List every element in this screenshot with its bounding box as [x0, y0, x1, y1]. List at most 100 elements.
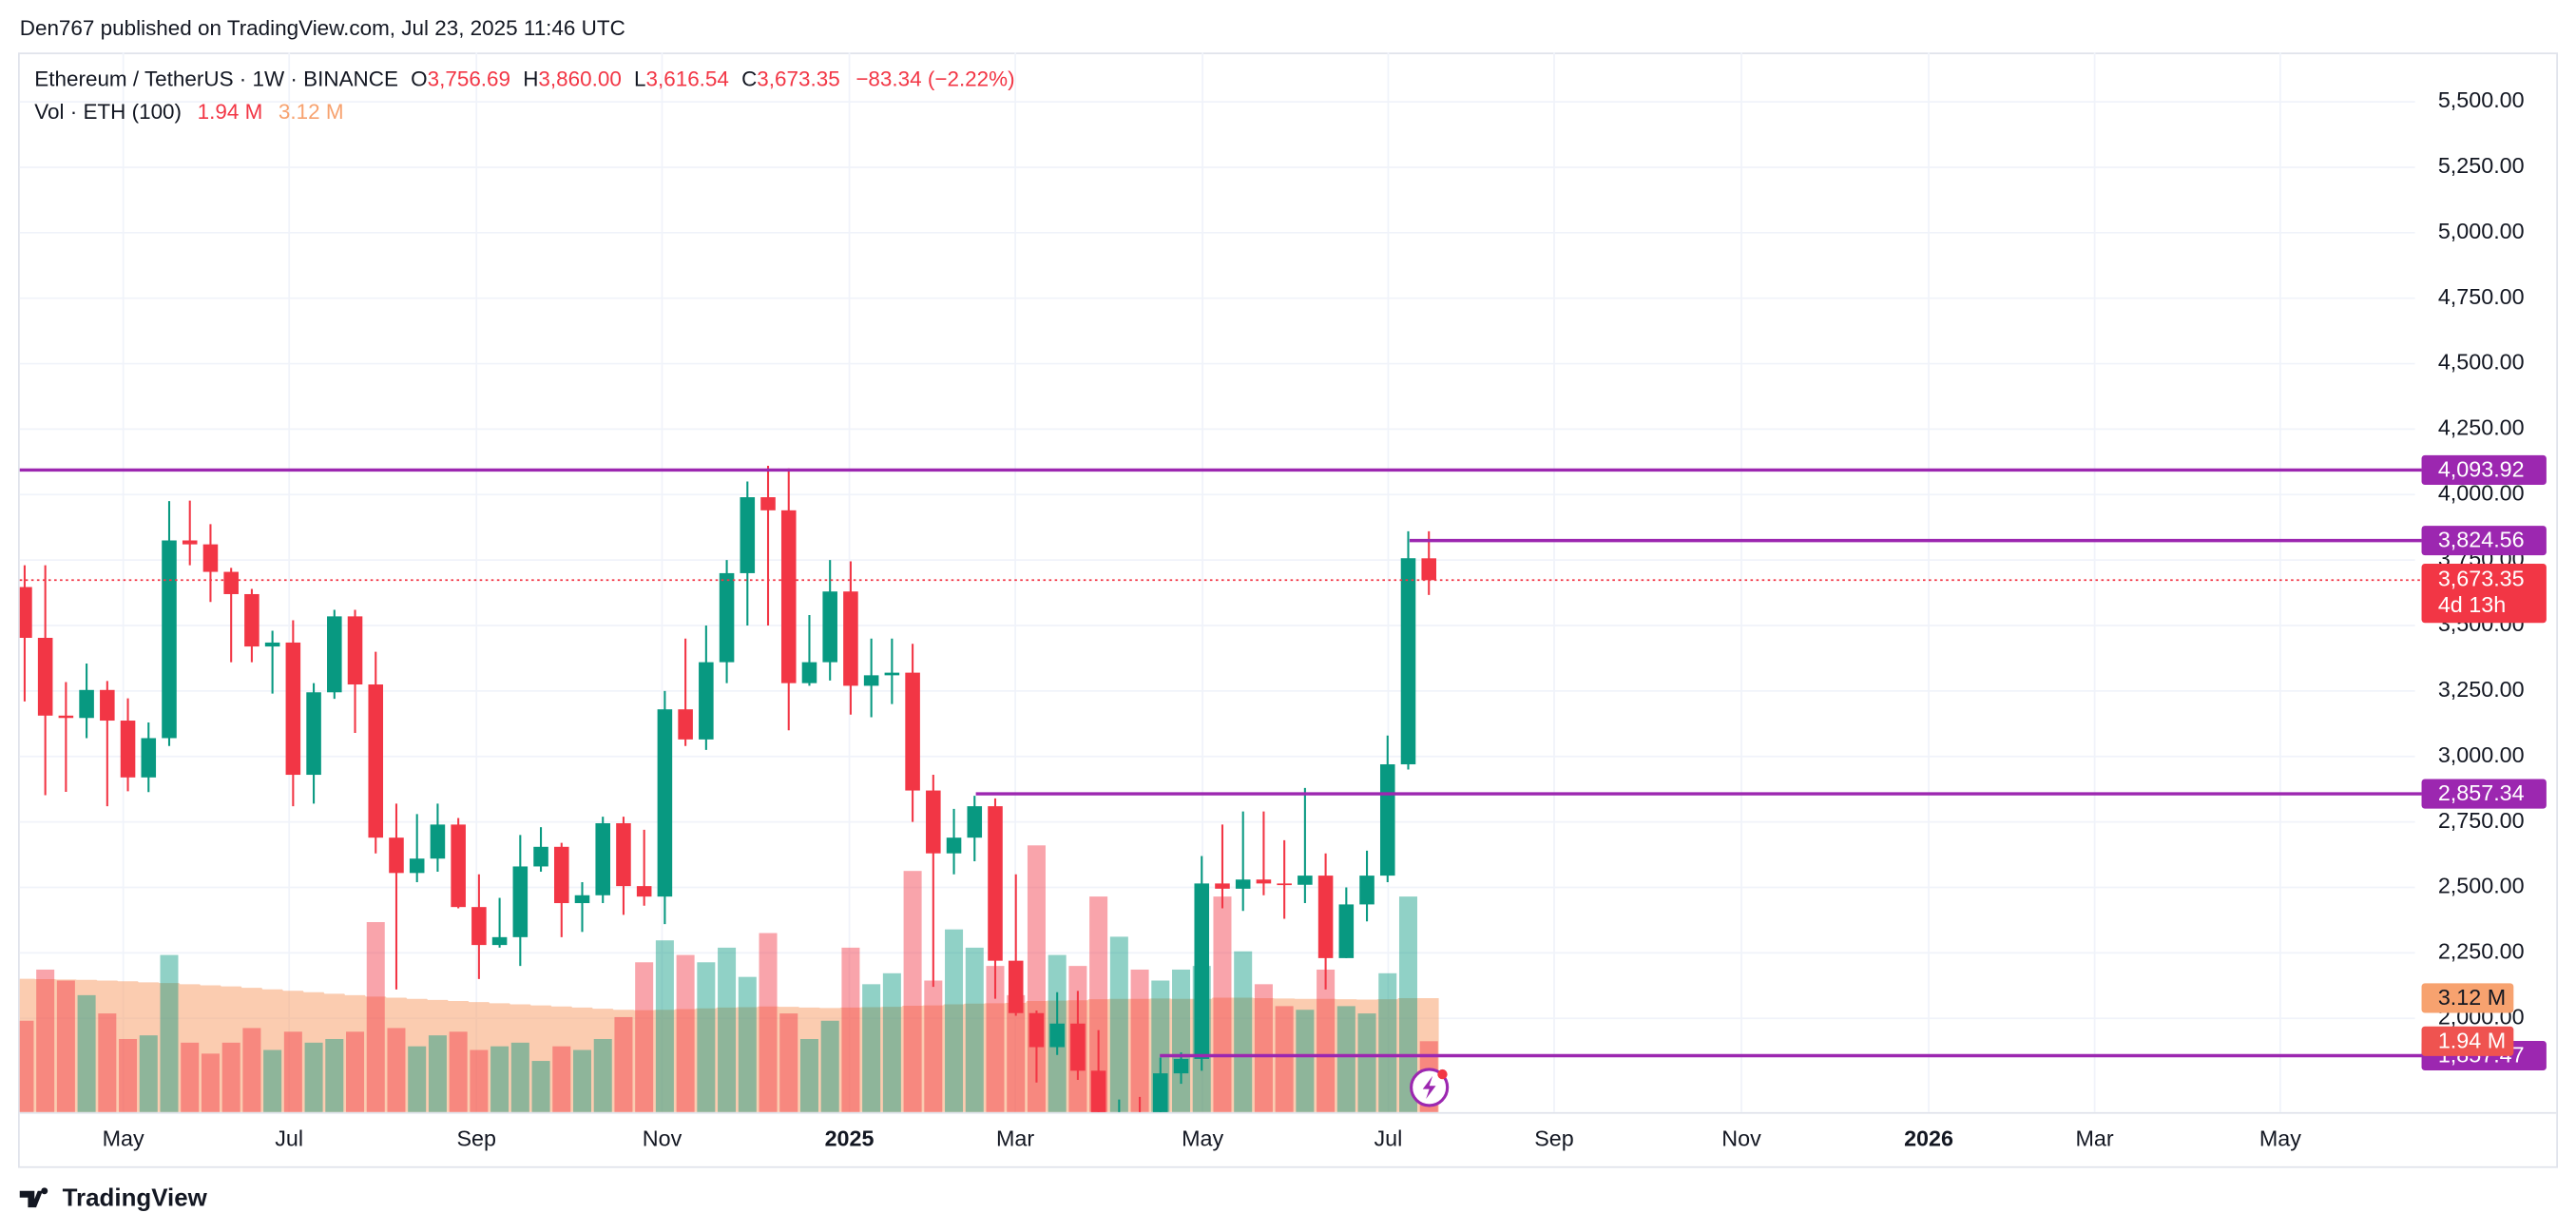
candle-body — [162, 540, 177, 739]
candle-body — [1317, 876, 1334, 958]
candle-body — [905, 672, 920, 791]
volume-bar — [635, 962, 654, 1112]
symbol: Ethereum / TetherUS · 1W · BINANCE — [34, 67, 398, 91]
x-tick-label: Sep — [456, 1126, 496, 1150]
candle-body — [946, 837, 962, 854]
candle-body — [244, 593, 260, 647]
level-tag-label: 3,824.56 — [2438, 528, 2525, 552]
candle-body — [1421, 558, 1436, 581]
volume-bar — [882, 972, 901, 1112]
y-tick-label: 3,000.00 — [2438, 742, 2525, 767]
candle-body — [822, 591, 837, 663]
candle-body — [1298, 876, 1313, 885]
volume-tag-label: 1.94 M — [2438, 1028, 2506, 1052]
candle-body — [79, 689, 94, 719]
candle-body — [1090, 1070, 1106, 1112]
volume-bar — [1357, 1013, 1376, 1112]
volume-bar — [1296, 1010, 1315, 1112]
ohlc-key: C — [741, 67, 757, 91]
ohlc-key: L — [634, 67, 646, 91]
volume-bar — [531, 1061, 550, 1112]
candle-body — [719, 572, 735, 663]
candle-body — [988, 806, 1003, 961]
volume-bar — [201, 1053, 220, 1112]
volume-bar — [718, 947, 737, 1112]
y-tick-label: 3,250.00 — [2438, 677, 2525, 702]
volume-bar — [552, 1046, 571, 1112]
candle-body — [1277, 883, 1292, 886]
candle-body — [533, 846, 548, 867]
candle-body — [595, 823, 611, 895]
volume-bar — [325, 1038, 344, 1112]
volume-bar — [697, 962, 716, 1112]
volume-bar — [56, 980, 75, 1112]
volume-bar — [820, 1020, 839, 1112]
candle-body — [1008, 960, 1024, 1013]
candle-body — [120, 721, 136, 778]
volume-title: Vol · ETH (100) — [34, 100, 182, 124]
candle-body — [471, 907, 487, 946]
y-tick-label: 2,250.00 — [2438, 939, 2525, 964]
candle-body — [843, 591, 858, 686]
grid — [19, 52, 2415, 1112]
candle-body — [1400, 558, 1416, 765]
level-tag-label: 2,857.34 — [2438, 780, 2525, 805]
last-price-label: 3,673.35 — [2438, 566, 2525, 590]
volume-bar — [759, 933, 778, 1112]
volume-bar — [1254, 984, 1273, 1112]
candle-body — [19, 587, 32, 638]
volume-bar — [655, 940, 674, 1112]
volume-bar — [1378, 972, 1397, 1112]
candle-body — [202, 544, 219, 572]
candle-body — [657, 709, 673, 897]
overlays: 2,000.002,250.002,500.002,750.003,000.00… — [19, 87, 2547, 1150]
volume-bar — [36, 969, 55, 1112]
volume-bar — [738, 976, 757, 1112]
volume-bar — [945, 929, 964, 1112]
last-price-tag — [2421, 563, 2547, 624]
candle-body — [368, 684, 384, 838]
candle-body — [801, 662, 817, 683]
level-tag — [2421, 454, 2547, 485]
candle-body — [1173, 1058, 1189, 1074]
x-tick-label: Jul — [1375, 1126, 1403, 1150]
x-tick-label: May — [103, 1126, 144, 1150]
candle-body — [100, 689, 115, 722]
candle-body — [616, 823, 631, 887]
candle-body — [553, 846, 569, 904]
candle-body — [636, 886, 652, 897]
volume-bar — [98, 1013, 117, 1112]
published-note: Den767 published on TradingView.com, Jul… — [20, 16, 625, 40]
volume-bar — [572, 1049, 592, 1112]
volume-bar — [1317, 969, 1336, 1112]
candle-body — [182, 540, 198, 545]
candle-body — [1379, 764, 1395, 876]
candle-body — [1028, 1012, 1045, 1048]
candle-body — [409, 858, 425, 874]
volume-bar — [1089, 896, 1108, 1112]
volume-bar — [799, 1038, 818, 1112]
y-tick-label: 5,250.00 — [2438, 153, 2525, 178]
candle-body — [491, 936, 508, 946]
volume-bar — [139, 1035, 158, 1112]
alert-icon[interactable] — [1410, 1068, 1450, 1107]
volume-bar — [986, 966, 1005, 1112]
candle-body — [347, 616, 363, 685]
volume-bar — [242, 1028, 261, 1112]
y-tick-label: 5,500.00 — [2438, 87, 2525, 112]
chart-frame — [18, 52, 2558, 1168]
candle-body — [141, 738, 157, 778]
x-tick-label: 2026 — [1904, 1126, 1953, 1150]
candle-body — [1194, 883, 1210, 1059]
candle-body — [389, 837, 404, 874]
y-tick-label: 4,250.00 — [2438, 415, 2525, 440]
legend-main: Ethereum / TetherUS · 1W · BINANCE O3,75… — [34, 67, 1014, 91]
x-tick-label: Jul — [275, 1126, 303, 1150]
y-tick-label: 5,000.00 — [2438, 219, 2525, 243]
volume-bar — [1213, 896, 1232, 1112]
x-tick-label: Mar — [996, 1126, 1034, 1150]
candle-body — [58, 715, 74, 719]
candle-body — [678, 709, 693, 740]
candle-body — [884, 672, 900, 676]
level-tag-label: 4,093.92 — [2438, 456, 2525, 481]
